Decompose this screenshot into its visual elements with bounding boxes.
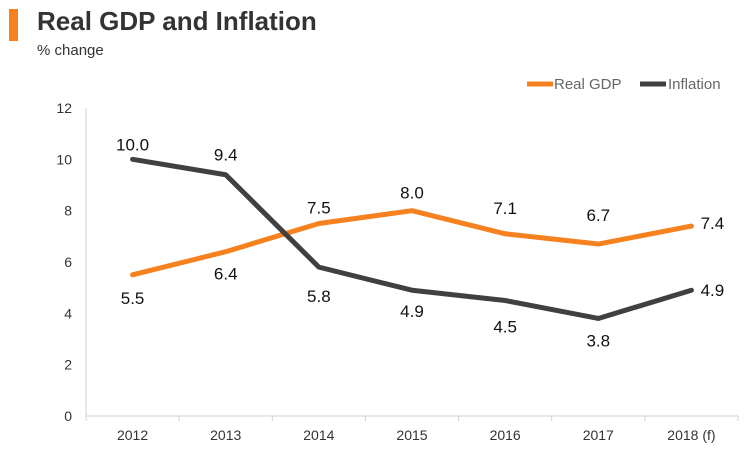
data-label-inflation: 10.0 [116,135,149,154]
data-label-inflation: 4.9 [400,302,424,321]
series-line-inflation [130,156,694,321]
title-accent-bar [9,9,18,41]
y-tick-label: 12 [56,100,72,116]
legend-label-inflation: Inflation [668,76,721,93]
data-label-inflation: 5.8 [307,287,331,306]
chart-subtitle: % change [37,42,104,59]
x-tick-label: 2015 [396,427,427,443]
data-label-inflation: 3.8 [586,331,610,350]
series [130,156,694,321]
data-label-real-gdp: 7.1 [493,199,517,218]
x-tick-label: 2016 [490,427,521,443]
axes: 0 2 4 6 8 10 12 2012 2013 2014 2015 2016 2017 2018 (f… [56,100,739,443]
y-tick-label: 6 [64,254,72,270]
data-label-real-gdp: 6.4 [214,265,238,284]
y-tick-label: 0 [64,408,72,424]
data-label-inflation: 4.9 [701,281,725,300]
y-tick-label: 10 [56,151,72,167]
y-tick-label: 2 [64,357,72,373]
x-tick-label: 2014 [303,427,334,443]
chart-title: Real GDP and Inflation [37,6,317,36]
x-tick-label: 2013 [210,427,241,443]
y-tick-label: 4 [64,305,72,321]
data-label-real-gdp: 7.5 [307,199,331,218]
data-label-real-gdp: 8.0 [400,184,424,203]
data-label-real-gdp: 5.5 [121,289,145,308]
series-line-real-gdp [130,208,694,278]
data-label-inflation: 9.4 [214,146,238,165]
data-label-real-gdp: 6.7 [586,206,610,225]
x-tick-label: 2017 [583,427,614,443]
legend-label-real-gdp: Real GDP [554,76,622,93]
data-labels: 5.5 6.4 7.5 8.0 7.1 6.7 7.4 10.0 9.4 5.8 4.9 4.5 3.8… [116,135,724,350]
data-label-real-gdp: 7.4 [701,214,725,233]
y-tick-label: 8 [64,203,72,219]
data-label-inflation: 4.5 [493,318,517,337]
x-tick-label: 2018 (f) [667,427,715,443]
x-tick-label: 2012 [117,427,148,443]
legend: Real GDP Inflation [527,76,721,93]
